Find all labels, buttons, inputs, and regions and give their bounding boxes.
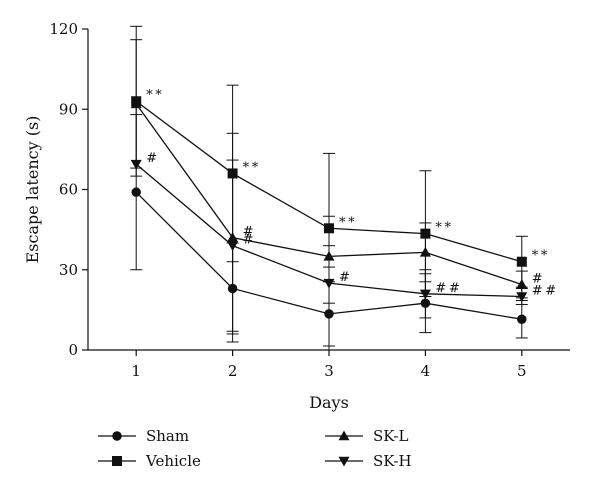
legend-label: Vehicle bbox=[145, 452, 201, 470]
error-bars bbox=[130, 25, 528, 350]
axes: 0 30 60 90 120 1 2 3 4 5 Days Escape latency (s) bbox=[23, 20, 570, 412]
x-tick-label: 2 bbox=[228, 362, 238, 380]
data-points bbox=[130, 96, 528, 324]
legend-marker bbox=[112, 456, 122, 466]
data-point-sk-h bbox=[323, 278, 335, 289]
annotation-sk-h: # bbox=[146, 151, 157, 166]
x-tick-label: 4 bbox=[421, 362, 431, 380]
data-point-vehicle bbox=[324, 223, 334, 234]
data-point-sk-l bbox=[323, 250, 335, 261]
data-point-sham bbox=[324, 309, 334, 319]
annotation-sk-h: # bbox=[339, 270, 350, 285]
annotation-sk-h: # # bbox=[435, 281, 459, 296]
y-tick-label: 0 bbox=[68, 341, 78, 359]
y-axis-title: Escape latency (s) bbox=[23, 116, 42, 264]
data-point-sk-h bbox=[516, 292, 528, 302]
y-tick-label: 90 bbox=[59, 100, 78, 118]
annotation-vehicle: * * bbox=[532, 249, 548, 264]
legend: Sham Vehicle SK-L SK-H bbox=[98, 427, 412, 470]
y-tick-label: 30 bbox=[59, 261, 78, 279]
annotation-vehicle: * * bbox=[435, 221, 451, 236]
data-point-sk-l bbox=[516, 278, 528, 289]
x-axis-title: Days bbox=[309, 393, 349, 412]
data-point-vehicle bbox=[420, 228, 431, 239]
data-point-sk-l bbox=[419, 246, 431, 257]
annotation-sk-h: # bbox=[243, 233, 254, 248]
legend-label: SK-H bbox=[373, 452, 412, 470]
legend-label: SK-L bbox=[373, 427, 408, 445]
legend-marker bbox=[338, 456, 350, 467]
annotation-sk-l: # bbox=[243, 225, 254, 240]
data-point-sk-l bbox=[227, 232, 239, 242]
annotation-vehicle: * * bbox=[339, 215, 355, 230]
legend-item-sk-l: SK-L bbox=[325, 427, 408, 445]
x-tick-label: 3 bbox=[324, 362, 334, 380]
legend-marker bbox=[112, 431, 122, 441]
data-point-vehicle bbox=[227, 168, 238, 179]
data-point-vehicle bbox=[516, 256, 527, 267]
data-point-sham bbox=[227, 283, 238, 294]
data-point-sham bbox=[517, 314, 527, 324]
x-tick-label: 5 bbox=[517, 362, 527, 380]
annotation-sk-l: # bbox=[532, 271, 543, 286]
y-tick-label: 120 bbox=[49, 20, 78, 38]
data-point-sk-h bbox=[130, 159, 142, 170]
data-point-sk-l bbox=[130, 98, 142, 109]
x-tick-label: 1 bbox=[131, 362, 141, 380]
legend-label: Sham bbox=[146, 427, 189, 445]
annotation-vehicle: * * bbox=[146, 88, 162, 103]
legend-marker bbox=[338, 430, 350, 441]
data-point-sk-h bbox=[419, 289, 431, 300]
data-point-sham bbox=[131, 187, 141, 197]
annotation-vehicle: * * bbox=[243, 160, 259, 175]
legend-item-sk-h: SK-H bbox=[325, 452, 412, 470]
significance-annotations: * ** ** * * ** *###### # # # bbox=[146, 88, 556, 298]
annotation-sk-h: # # bbox=[532, 284, 556, 299]
y-tick-label: 60 bbox=[59, 181, 78, 199]
data-point-sham bbox=[420, 298, 431, 308]
legend-item-sham: Sham bbox=[98, 427, 189, 445]
legend-item-vehicle: Vehicle bbox=[98, 452, 201, 470]
data-point-sk-h bbox=[227, 241, 239, 252]
